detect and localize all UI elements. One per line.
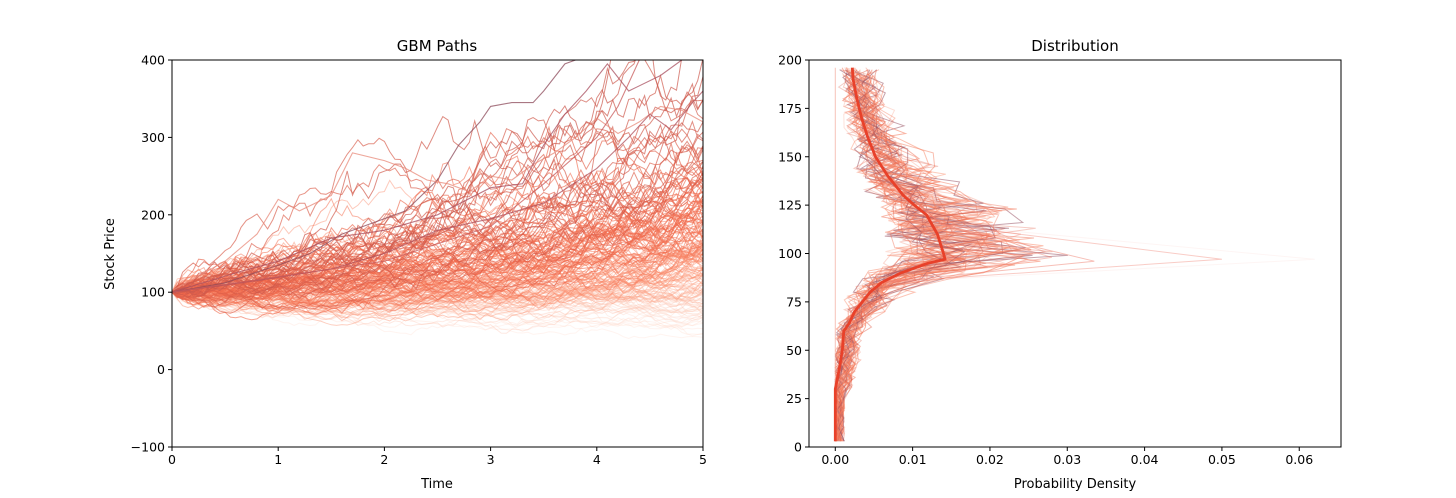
x-tick-label: 2	[380, 452, 388, 467]
y-tick-label: 300	[141, 130, 165, 145]
y-tick-label: −100	[131, 440, 165, 455]
gbm-path	[172, 131, 703, 293]
y-tick-label: 0	[157, 362, 165, 377]
x-tick-label: 5	[699, 452, 707, 467]
x-tick-label: 0.01	[899, 452, 927, 467]
x-tick-label: 0.06	[1285, 452, 1313, 467]
mean-density-line	[833, 67, 947, 442]
gbm-path	[172, 160, 703, 299]
gbm-path	[172, 60, 612, 295]
density-curve	[836, 77, 956, 442]
gbm-path	[172, 290, 703, 331]
x-tick-label: 0.04	[1131, 452, 1159, 467]
y-tick-label: 25	[786, 391, 802, 406]
gbm-path-highlight	[172, 105, 703, 292]
density-curve	[835, 67, 939, 442]
x-axis-label: Probability Density	[1014, 477, 1137, 492]
x-tick-label: 0.03	[1053, 452, 1081, 467]
x-tick-label: 0.05	[1208, 452, 1236, 467]
x-tick-label: 1	[274, 452, 282, 467]
y-axis: 0 25 50 75 100 125 150 175 200	[778, 53, 809, 455]
y-tick-label: 100	[141, 285, 165, 300]
distribution-chart: Distribution 0.00 0.01 0.02 0.03 0.04 0.05 0.0…	[778, 37, 1342, 492]
density-curve	[834, 69, 1003, 442]
y-axis-label: Stock Price	[103, 218, 118, 290]
y-tick-label: 400	[141, 53, 165, 68]
density-lines	[833, 67, 1315, 442]
gbm-path	[172, 99, 703, 293]
gbm-path	[172, 120, 703, 295]
y-tick-label: 125	[778, 198, 802, 213]
gbm-path-highlight	[172, 60, 683, 293]
x-axis: 0.00 0.01 0.02 0.03 0.04 0.05 0.06	[821, 447, 1313, 467]
gbm-path	[172, 228, 703, 315]
gbm-path	[172, 241, 703, 310]
gbm-path	[172, 181, 703, 296]
y-tick-label: 0	[794, 440, 802, 455]
gbm-path	[172, 82, 703, 298]
x-axis: 0 1 2 3 4 5	[168, 447, 707, 467]
density-curve	[834, 75, 948, 442]
chart-title: Distribution	[1031, 37, 1119, 55]
gbm-path	[172, 288, 703, 319]
y-axis: −100 0 100 200 300 400	[131, 53, 172, 455]
gbm-path	[172, 291, 703, 335]
gbm-path	[172, 60, 703, 293]
gbm-path-highlight	[172, 60, 576, 293]
chart-title: GBM Paths	[397, 37, 478, 55]
y-tick-label: 75	[786, 294, 802, 309]
x-tick-label: 0.02	[976, 452, 1004, 467]
y-tick-label: 200	[778, 53, 802, 68]
gbm-path	[172, 60, 682, 293]
gbm-path	[172, 286, 703, 314]
density-curve	[834, 73, 1044, 442]
density-curve	[834, 73, 966, 442]
x-axis-label: Time	[420, 477, 453, 492]
density-curve	[834, 69, 996, 442]
gbm-path	[172, 137, 703, 293]
y-tick-label: 200	[141, 207, 165, 222]
gbm-path	[172, 176, 703, 297]
plot-frame	[171, 59, 704, 448]
density-curve	[835, 73, 941, 442]
gbm-path	[172, 265, 703, 309]
y-tick-label: 50	[786, 343, 802, 358]
y-tick-label: 150	[778, 149, 802, 164]
x-tick-label: 0	[168, 452, 176, 467]
density-curve	[834, 71, 1047, 442]
gbm-path-highlight	[172, 60, 640, 293]
x-tick-label: 4	[593, 452, 601, 467]
x-tick-label: 0.00	[821, 452, 849, 467]
gbm-path	[172, 60, 703, 294]
density-curve	[834, 69, 942, 442]
y-tick-label: 175	[778, 101, 802, 116]
density-curve	[834, 69, 1035, 442]
x-tick-label: 3	[487, 452, 495, 467]
density-curve	[834, 69, 1026, 442]
y-tick-label: 100	[778, 246, 802, 261]
gbm-path	[172, 73, 703, 298]
gbm-path-lines	[172, 60, 703, 340]
